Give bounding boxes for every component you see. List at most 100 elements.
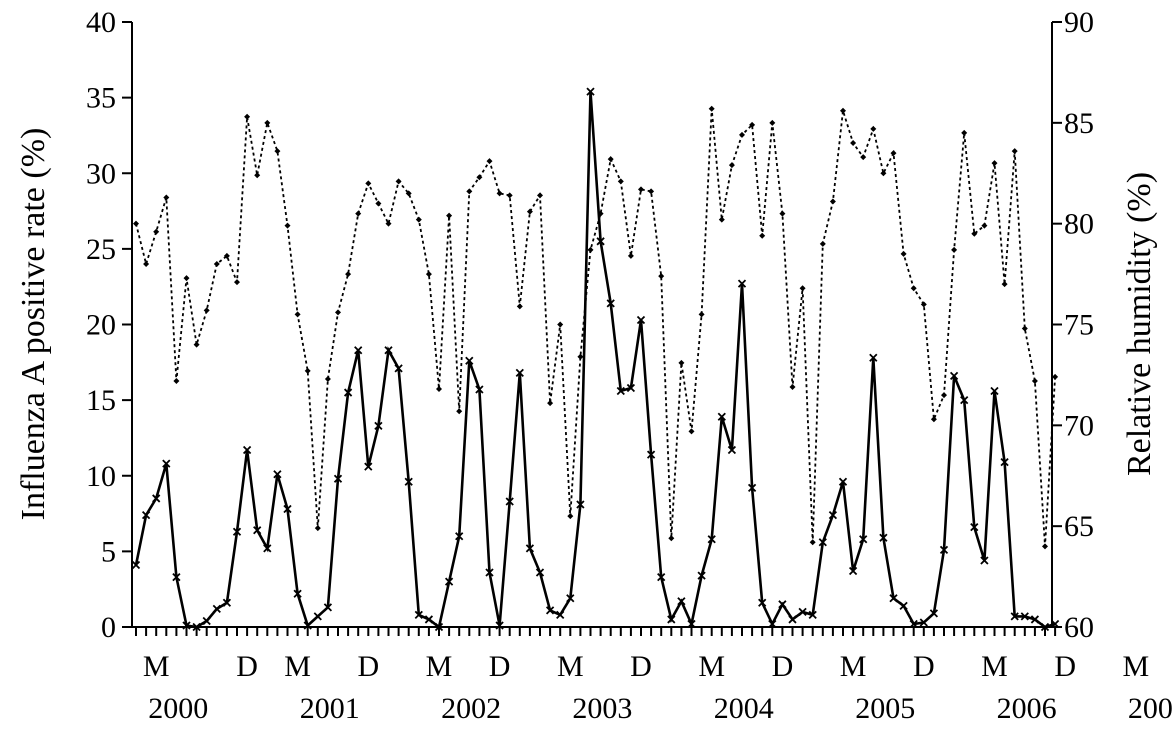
influenza-point (131, 560, 141, 570)
humidity-point (163, 194, 170, 201)
influenza-point (1000, 458, 1009, 467)
humidity-point (143, 261, 150, 267)
humidity-point (203, 307, 210, 314)
influenza-point (202, 616, 211, 626)
humidity-point (425, 271, 432, 278)
x-month-label: M (840, 650, 867, 683)
influenza-series (131, 87, 1060, 632)
influenza-point (838, 477, 848, 486)
humidity-point (860, 154, 867, 161)
humidity-point (597, 210, 604, 217)
influenza-point (313, 612, 322, 621)
humidity-point (193, 341, 200, 348)
humidity-point (385, 220, 392, 227)
humidity-point (718, 216, 725, 223)
influenza-point (485, 568, 494, 577)
left-y-tick-label: 5 (101, 535, 116, 568)
humidity-point (668, 535, 675, 542)
influenza-point (717, 412, 726, 421)
influenza-point (798, 607, 807, 617)
influenza-point (1050, 619, 1060, 629)
influenza-point (949, 371, 959, 381)
humidity-point (971, 230, 978, 237)
influenza-point (596, 237, 605, 246)
left-y-ticks: 0 5 10 15 20 25 30 35 40 (86, 6, 132, 644)
right-y-ticks: 60 65 70 75 80 85 90 (1052, 6, 1094, 644)
x-month-label: D (772, 650, 794, 683)
humidity-point (213, 261, 220, 267)
influenza-point (939, 545, 949, 554)
right-y-tick-label: 75 (1064, 309, 1094, 342)
humidity-point (991, 160, 998, 167)
left-y-tick-label: 0 (101, 611, 116, 644)
humidity-point (436, 386, 442, 393)
influenza-point (303, 621, 312, 630)
influenza-point (828, 510, 838, 520)
influenza-point (162, 459, 171, 468)
influenza-point (556, 610, 565, 620)
influenza-point (374, 421, 383, 430)
influenza-point (192, 622, 201, 632)
x-month-label: D (357, 650, 379, 683)
humidity-point (466, 188, 473, 195)
influenza-point (646, 450, 656, 459)
x-month-label: D (236, 650, 258, 683)
x-month-label: M (557, 650, 584, 683)
humidity-point (900, 250, 907, 257)
humidity-point (587, 246, 594, 253)
humidity-point (577, 353, 584, 360)
humidity-point (153, 228, 160, 235)
influenza-point (1020, 612, 1029, 621)
humidity-point (638, 186, 644, 193)
influenza-point (222, 598, 232, 607)
influenza-point (535, 568, 545, 577)
humidity-point (779, 210, 786, 217)
influenza-point (424, 615, 434, 624)
series-layer (131, 87, 1060, 632)
influenza-point (182, 621, 191, 630)
influenza-point (626, 383, 636, 393)
humidity-point (880, 170, 887, 177)
left-y-tick-label: 10 (86, 460, 116, 493)
influenza-point (960, 395, 969, 405)
left-y-axis-title: Influenza A positive rate (%) (15, 128, 52, 521)
left-y-tick-label: 30 (86, 157, 116, 190)
influenza-point (818, 538, 827, 547)
humidity-point (486, 158, 493, 165)
x-month-label: M (284, 650, 311, 683)
left-y-tick-label: 35 (86, 82, 116, 115)
humidity-point (890, 150, 897, 157)
humidity-point (799, 285, 806, 292)
influenza-point (990, 386, 999, 396)
influenza-point (1040, 622, 1050, 632)
right-y-tick-label: 65 (1064, 510, 1094, 543)
humidity-point (648, 188, 655, 195)
influenza-point (667, 615, 676, 624)
humidity-point (819, 240, 826, 247)
x-month-label: M (1123, 650, 1150, 683)
humidity-point (284, 222, 291, 229)
influenza-point (444, 577, 454, 586)
influenza-point (808, 610, 817, 620)
humidity-point (840, 107, 846, 114)
influenza-point (475, 385, 484, 394)
influenza-point (899, 601, 908, 610)
influenza-point (323, 603, 333, 612)
influenza-point (929, 609, 939, 618)
humidity-point (365, 180, 372, 187)
influenza-point (1010, 612, 1019, 621)
humidity-point (829, 198, 836, 205)
left-y-tick-label: 25 (86, 233, 116, 266)
influenza-point (545, 606, 555, 615)
humidity-point (809, 539, 816, 546)
x-month-labels: MDMDMDMDMDMDMDMD (143, 650, 1150, 683)
influenza-point (364, 462, 373, 471)
humidity-point (133, 220, 139, 227)
influenza-point (263, 544, 272, 553)
right-y-tick-label: 85 (1064, 107, 1094, 140)
influenza-point (1030, 615, 1040, 624)
humidity-point (547, 400, 554, 407)
influenza-point (576, 500, 585, 509)
humidity-point (314, 525, 321, 532)
influenza-point (394, 364, 403, 373)
